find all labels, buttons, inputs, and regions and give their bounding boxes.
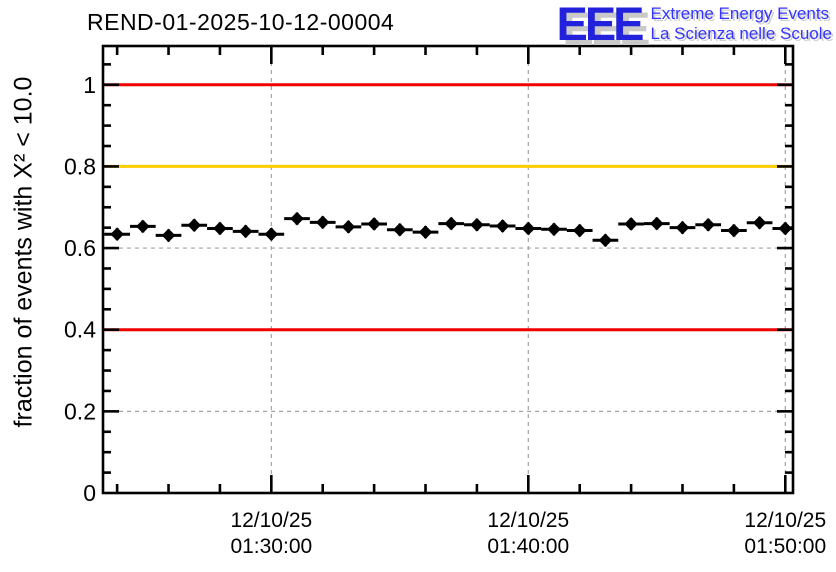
data-marker	[213, 221, 227, 236]
data-marker	[624, 217, 638, 231]
y-tick-label: 0.6	[64, 235, 96, 261]
data-marker	[778, 221, 793, 236]
y-axis-label: fraction of events with X² < 10.0	[9, 76, 38, 428]
x-tick-label-date: 12/10/25	[230, 509, 312, 532]
data-marker	[470, 218, 484, 232]
data-marker	[649, 216, 664, 231]
data-marker	[341, 220, 356, 234]
data-marker	[572, 223, 587, 238]
y-tick-label: 0.2	[64, 398, 96, 424]
data-marker	[418, 225, 433, 239]
plot-frame	[101, 44, 795, 495]
y-tick-label: 1	[83, 72, 96, 98]
data-marker	[393, 222, 407, 237]
data-marker	[110, 227, 124, 241]
data-marker	[444, 216, 459, 231]
eee-logo-acronym: EEE	[556, 0, 644, 50]
eee-logo-line1: Extreme Energy Events	[650, 3, 830, 23]
data-marker	[290, 211, 304, 226]
x-tick-label-date: 12/10/25	[487, 509, 569, 532]
data-marker	[675, 220, 690, 235]
data-marker	[495, 219, 510, 233]
data-marker	[752, 215, 767, 230]
data-marker	[136, 219, 150, 234]
data-marker	[187, 218, 202, 233]
data-marker	[264, 227, 279, 241]
data-marker	[161, 228, 176, 243]
y-tick-label: 0.4	[64, 317, 96, 343]
x-tick-label-time: 01:50:00	[744, 535, 826, 558]
data-marker	[701, 218, 715, 232]
eee-logo: EEE Extreme Energy Events La Scienza nel…	[556, 0, 832, 50]
data-marker	[367, 217, 381, 231]
page-title: REND-01-2025-10-12-00004	[87, 9, 395, 35]
eee-logo-text: Extreme Energy Events La Scienza nelle S…	[651, 4, 832, 44]
data-marker	[238, 224, 253, 239]
data-marker	[547, 222, 561, 237]
data-marker	[598, 233, 613, 248]
data-series	[104, 211, 793, 248]
x-tick-label-time: 01:30:00	[230, 535, 312, 558]
x-tick-label-time: 01:40:00	[487, 535, 569, 558]
eee-logo-line2: La Scienza nelle Scuole	[650, 24, 832, 43]
data-marker	[315, 215, 330, 230]
y-tick-label: 0.8	[64, 153, 96, 179]
y-tick-label: 0	[83, 480, 96, 506]
data-marker	[727, 223, 741, 238]
x-tick-label-date: 12/10/25	[744, 509, 826, 532]
data-marker	[521, 221, 536, 236]
